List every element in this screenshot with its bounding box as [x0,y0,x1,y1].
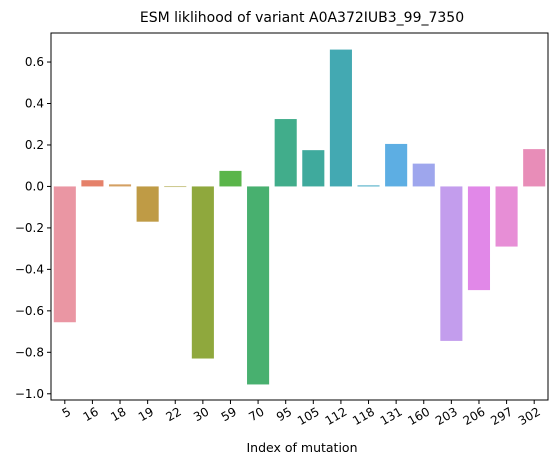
bar-70 [247,186,270,385]
x-tick-label: 59 [219,404,239,424]
x-tick-label: 105 [295,404,322,428]
y-tick-label: −0.6 [15,304,44,318]
bar-112 [329,49,352,187]
x-tick-label: 118 [350,404,377,428]
y-tick-label: −0.8 [15,345,44,359]
bars-layer [53,49,546,385]
bar-206 [467,186,491,291]
bar-16 [81,180,104,187]
bar-118 [357,185,380,187]
x-tick-label: 22 [164,404,184,424]
bar-297 [495,186,518,247]
plot-frame [50,32,549,401]
y-tick-label: 0.0 [25,179,44,193]
y-tick-label: 0.2 [25,138,44,152]
y-tick-label: −0.2 [15,221,44,235]
x-tick-label: 302 [516,404,543,428]
y-tick-label: −0.4 [15,262,44,276]
bar-105 [302,150,325,187]
x-tick-label: 206 [461,404,488,428]
bar-131 [385,143,408,187]
chart-title: ESM liklihood of variant A0A372IUB3_99_7… [140,10,464,26]
bar-22 [164,186,187,188]
x-tick-label: 112 [323,404,350,428]
x-tick-label: 297 [488,404,515,428]
x-tick-label: 16 [81,404,101,424]
y-axis: −1.0 −0.8 −0.6 −0.4 −0.2 0.0 0.2 0.4 0.6 [15,55,51,401]
x-tick-label: 203 [433,404,460,428]
y-tick-label: −1.0 [15,387,44,401]
bar-5 [53,186,76,323]
x-tick-label: 30 [191,404,211,424]
x-tick-label: 95 [274,404,294,424]
x-tick-label: 19 [136,404,156,424]
y-tick-label: 0.6 [25,55,44,69]
x-tick-label: 160 [405,404,432,428]
x-axis-label: Index of mutation [246,440,357,455]
x-tick-label: 131 [378,404,405,428]
x-tick-label: 70 [246,404,266,424]
x-tick-label: 5 [60,404,74,420]
bar-302 [523,149,546,187]
y-tick-label: 0.4 [25,96,44,110]
bar-59 [219,170,242,187]
bar-30 [191,186,214,359]
bar-95 [274,119,297,187]
bar-19 [136,186,159,222]
x-tick-label: 18 [108,404,128,424]
bar-203 [440,186,463,341]
bar-160 [412,163,435,187]
bar-18 [108,184,132,187]
x-axis: 5 16 18 19 22 30 59 70 95 105 112 118 131 160 203 206 29… [60,400,543,428]
